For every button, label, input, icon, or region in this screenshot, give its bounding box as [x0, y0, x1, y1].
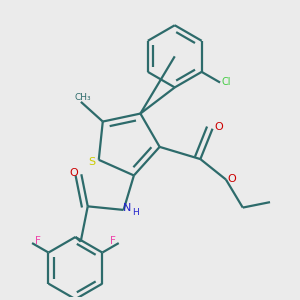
Text: F: F: [110, 236, 116, 246]
Text: Cl: Cl: [222, 77, 231, 87]
Text: O: O: [70, 168, 79, 178]
Text: F: F: [35, 236, 41, 246]
Text: CH₃: CH₃: [74, 93, 91, 102]
Text: O: O: [214, 122, 223, 132]
Text: H: H: [133, 208, 140, 217]
Text: N: N: [123, 203, 131, 213]
Text: S: S: [88, 158, 95, 167]
Text: O: O: [227, 174, 236, 184]
